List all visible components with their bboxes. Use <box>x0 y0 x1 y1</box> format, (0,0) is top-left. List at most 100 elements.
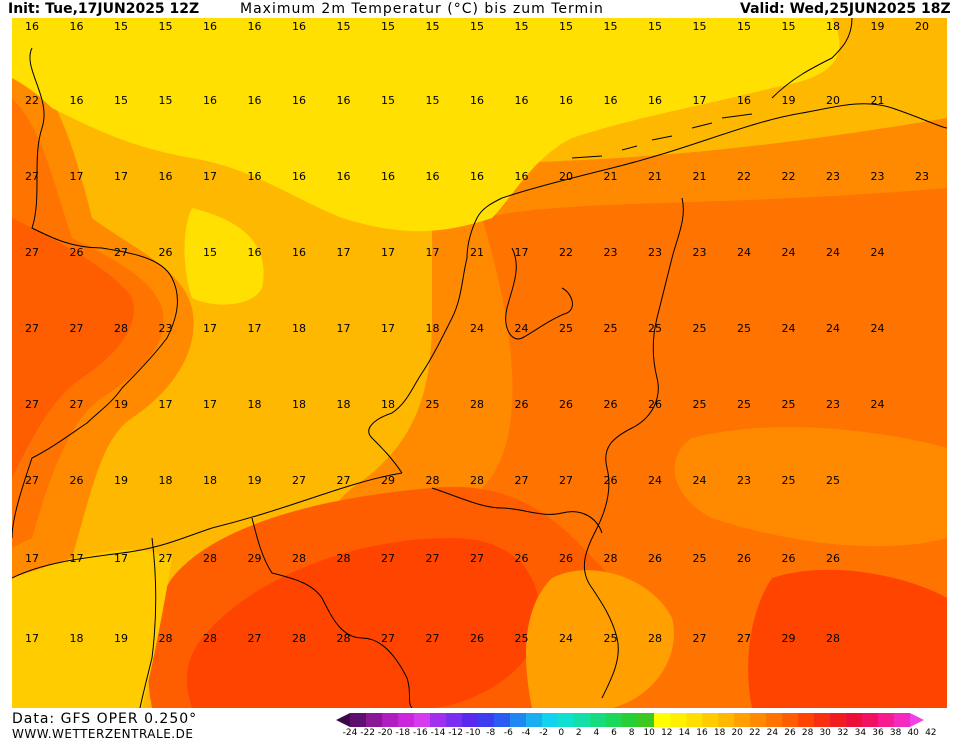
legend-swatch <box>766 713 782 727</box>
temperature-value: 15 <box>782 20 796 33</box>
temperature-value: 25 <box>826 474 840 487</box>
temperature-value: 17 <box>114 552 128 565</box>
temperature-value: 15 <box>114 20 128 33</box>
temperature-value: 23 <box>159 322 173 335</box>
temperature-value: 16 <box>292 20 306 33</box>
legend-tick-label: 42 <box>925 728 937 738</box>
legend-swatch <box>398 713 414 727</box>
temperature-value: 19 <box>782 94 796 107</box>
temperature-value: 26 <box>515 552 529 565</box>
temperature-value: 26 <box>70 474 84 487</box>
temperature-value: 17 <box>381 322 395 335</box>
legend-swatch <box>510 713 526 727</box>
temperature-value: 22 <box>25 94 39 107</box>
temperature-value: 21 <box>648 170 662 183</box>
temperature-value: 16 <box>559 94 573 107</box>
temperature-value: 15 <box>648 20 662 33</box>
temperature-value: 15 <box>426 20 440 33</box>
temperature-value: 15 <box>381 20 395 33</box>
temperature-value: 22 <box>737 170 751 183</box>
temperature-value: 17 <box>25 552 39 565</box>
temperature-value: 27 <box>25 170 39 183</box>
temperature-value: 26 <box>559 398 573 411</box>
temperature-value: 26 <box>648 552 662 565</box>
field-hot-southeast <box>748 569 947 708</box>
legend-tick-label: -4 <box>521 728 531 738</box>
temperature-value: 16 <box>648 94 662 107</box>
temperature-value: 17 <box>159 398 173 411</box>
temperature-value: 28 <box>648 632 662 645</box>
legend-swatch <box>814 713 830 727</box>
temperature-value: 27 <box>25 398 39 411</box>
legend-tick-label: 10 <box>643 728 655 738</box>
temperature-value: 22 <box>559 246 573 259</box>
legend-tick-label: -8 <box>486 728 496 738</box>
temperature-value: 27 <box>70 398 84 411</box>
legend-swatch <box>654 713 670 727</box>
temperature-value: 21 <box>871 94 885 107</box>
legend-tick-label: 40 <box>907 728 919 738</box>
temperature-value: 28 <box>604 552 618 565</box>
temperature-value: 21 <box>604 170 618 183</box>
temperature-value: 26 <box>559 552 573 565</box>
temperature-value: 16 <box>248 20 262 33</box>
temperature-value: 20 <box>915 20 929 33</box>
legend-swatch <box>894 713 910 727</box>
temperature-value: 15 <box>604 20 618 33</box>
temperature-value: 17 <box>426 246 440 259</box>
temperature-value: 16 <box>426 170 440 183</box>
temperature-value: 15 <box>114 94 128 107</box>
temperature-value: 15 <box>159 94 173 107</box>
temperature-value: 23 <box>648 246 662 259</box>
temperature-value: 26 <box>515 398 529 411</box>
header-bar: Init: Tue,17JUN2025 12Z Maximum 2m Tempe… <box>0 0 959 18</box>
temperature-value: 16 <box>737 94 751 107</box>
footer-bar: Data: GFS OPER 0.250° WWW.WETTERZENTRALE… <box>0 708 959 741</box>
legend-tick-label: -24 <box>342 728 358 738</box>
temperature-value: 15 <box>381 94 395 107</box>
field-cool-southwest <box>12 549 172 708</box>
temperature-value: 15 <box>693 20 707 33</box>
temperature-value: 18 <box>381 398 395 411</box>
legend-tick-label: 32 <box>837 728 849 738</box>
temperature-value: 25 <box>559 322 573 335</box>
temperature-value: 15 <box>337 20 351 33</box>
temperature-value: 26 <box>648 398 662 411</box>
temperature-value: 25 <box>426 398 440 411</box>
temperature-value: 16 <box>337 170 351 183</box>
legend-tick-label: 34 <box>854 728 867 738</box>
legend-tick-label: 30 <box>819 728 831 738</box>
temperature-value: 15 <box>159 20 173 33</box>
legend-swatch <box>574 713 590 727</box>
temperature-value: 20 <box>826 94 840 107</box>
temperature-value: 28 <box>337 632 351 645</box>
temperature-value: 18 <box>292 398 306 411</box>
field-hot-west <box>12 218 134 478</box>
legend-tick-label: 12 <box>661 728 673 738</box>
temperature-value: 28 <box>826 632 840 645</box>
legend-tick-label: 6 <box>611 728 617 738</box>
legend-tick-label: 0 <box>558 728 565 738</box>
legend-tick-label: 16 <box>696 728 708 738</box>
legend-tick-label: 38 <box>889 728 902 738</box>
legend-arrow-right <box>910 713 924 727</box>
temperature-value: 25 <box>693 322 707 335</box>
temperature-value: 19 <box>871 20 885 33</box>
temperature-value: 16 <box>248 94 262 107</box>
temperature-value: 15 <box>470 20 484 33</box>
temperature-value: 27 <box>114 246 128 259</box>
temperature-value: 18 <box>426 322 440 335</box>
legend-tick-label: 20 <box>731 728 743 738</box>
temperature-value: 16 <box>470 170 484 183</box>
temperature-value: 19 <box>248 474 262 487</box>
temperature-value: 28 <box>203 552 217 565</box>
temperature-value: 16 <box>292 94 306 107</box>
legend-swatch <box>526 713 542 727</box>
legend-swatch <box>782 713 798 727</box>
temperature-value: 24 <box>782 322 796 335</box>
legend-swatch <box>606 713 622 727</box>
legend-swatch <box>670 713 686 727</box>
legend-tick-label: 8 <box>628 728 635 738</box>
temperature-value: 28 <box>470 474 484 487</box>
temperature-value: 17 <box>337 322 351 335</box>
